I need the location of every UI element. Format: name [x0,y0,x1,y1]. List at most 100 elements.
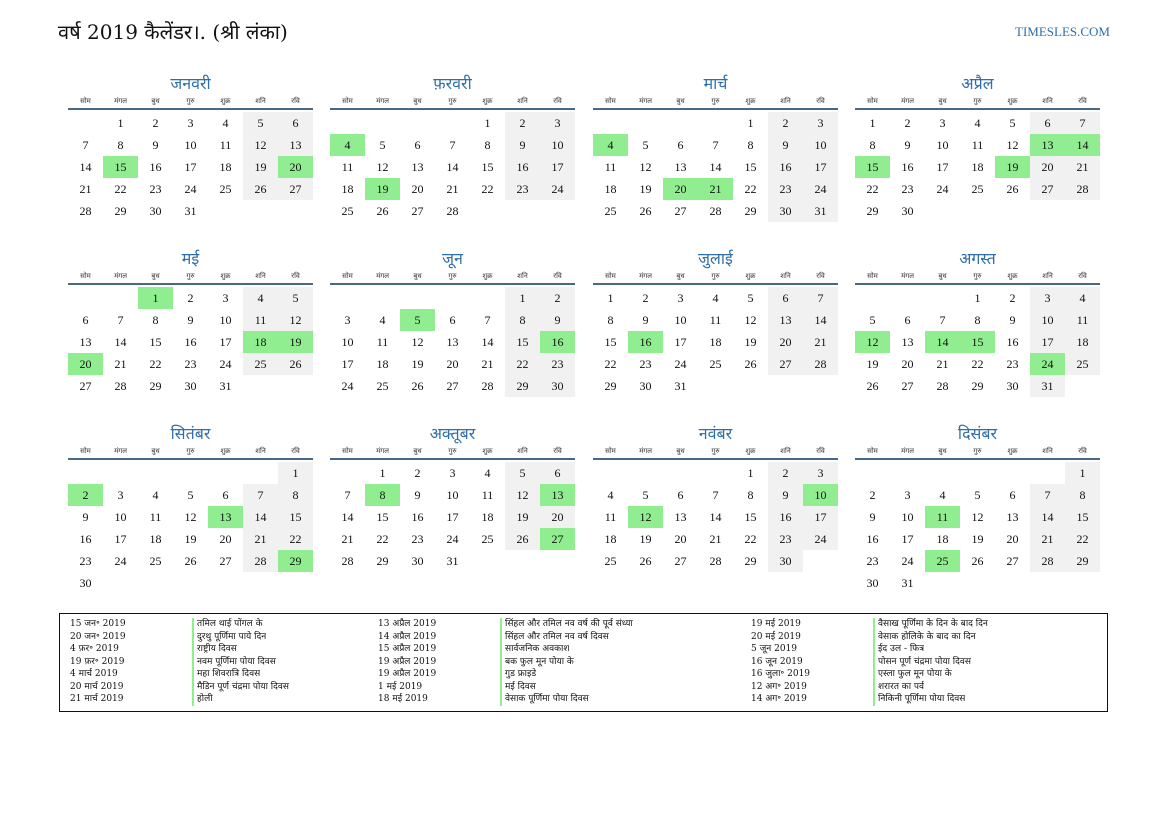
day-cell: 4 [712,291,719,305]
empty-cell [400,112,435,134]
weekday-label: बुध [413,447,422,455]
weekday-label: शुक्र [1007,447,1018,455]
legend-row: 14 अग॰ 2019 निकिनी पूर्णिमा पोया दिवस [751,693,988,706]
day-cell: 10 [446,488,459,502]
site-link[interactable]: TIMESLES.COM [1015,24,1110,39]
day-cell: 13 [278,134,313,156]
month-calendar: फ़रवरी सोम मंगल बुध गुरु शुक्र शनि रवि 1 2 3 4 5 6 7 8 9… [330,73,575,222]
day-cell: 4 [243,287,278,309]
day-cell: 23 [768,528,803,550]
day-cell: 28 [79,204,92,218]
day-cell: 16 [411,510,424,524]
day-cell: 29 [278,550,313,572]
holiday-date: 16 जून 2019 [751,656,803,667]
weekday-label: मंगल [376,447,389,455]
day-cell: 12 [505,484,540,506]
day-cell: 10 [803,134,838,156]
month-calendar: अप्रैल सोम मंगल बुध गुरु शुक्र शनि रवि 1 2 3 4 5 6 7 8 9… [855,73,1100,222]
day-cell: 16 [149,160,162,174]
empty-cell [663,112,698,134]
day-cell: 15 [855,156,890,178]
weekday-label: बुध [413,272,422,280]
legend-column-3: 19 मई 2019 वैसाख पूर्णिमा के दिन के बाद द… [751,618,988,706]
day-cell: 21 [1065,156,1100,178]
day-grid: 1 2 3 4 5 6 7 8 9 10 11 12 13 14 15 16 17 18 19 20 21 22 23 24 2… [593,112,838,222]
weekday-label: बुध [413,97,422,105]
day-cell: 27 [219,554,232,568]
holiday-date: 19 अप्रैल 2019 [378,656,437,667]
day-cell: 15 [960,331,995,353]
day-cell: 25 [604,204,617,218]
day-cell: 28 [1030,550,1065,572]
day-cell: 14 [1065,134,1100,156]
weekday-label: बुध [938,447,947,455]
weekday-label: गुरु [711,272,720,280]
weekday-label: गुरु [448,447,457,455]
day-cell: 8 [1065,484,1100,506]
empty-cell [330,462,365,484]
day-cell: 6 [768,287,803,309]
empty-cell [330,287,365,309]
weekday-label: गुरु [448,97,457,105]
day-cell: 28 [709,554,722,568]
day-cell: 31 [901,576,914,590]
weekday-label: रवि [553,272,562,280]
holiday-date: 19 फ़र॰ 2019 [70,656,125,667]
legend-row: 16 जुला॰ 2019 एस्ला फुल मून पोया के [751,668,988,681]
day-cell: 5 [243,112,278,134]
day-cell: 21 [936,357,949,371]
day-cell: 29 [505,375,540,397]
holiday-name: मैडिन पूर्ण चंद्रमा पोया दिवस [192,680,289,693]
day-cell: 18 [936,532,949,546]
empty-cell [698,112,733,134]
day-cell: 20 [674,532,687,546]
day-cell: 9 [414,488,421,502]
day-cell: 30 [79,576,92,590]
day-cell: 3 [677,291,684,305]
empty-cell [960,200,995,222]
empty-cell [1030,572,1065,594]
day-cell: 5 [1009,116,1016,130]
weekday-label: गुरु [711,447,720,455]
weekday-label: शुक्र [220,272,231,280]
day-grid: 1 2 3 4 5 6 7 8 9 10 11 12 13 14 15 16 17 18 19 20 21 22 23 24 2… [593,287,838,397]
day-cell: 17 [446,510,459,524]
holiday-name: मई दिवस [500,680,536,693]
day-cell: 24 [540,178,575,200]
month-name: फ़रवरी [433,74,472,93]
weekday-header: सोम मंगल बुध गुरु शुक्र शनि रवि [855,95,1100,110]
weekday-label: शुक्र [482,447,493,455]
day-grid: 1 2 3 4 5 6 7 8 9 10 11 12 13 14 15 16 17 18 19 20 21 22 23 24 2… [855,287,1100,397]
day-cell: 7 [484,313,491,327]
day-cell: 16 [1006,335,1019,349]
weekday-label: बुध [676,272,685,280]
empty-cell [925,200,960,222]
day-cell: 21 [481,357,494,371]
day-cell: 6 [278,112,313,134]
day-grid: 1 2 3 4 5 6 7 8 9 10 11 12 13 14 15 16 17 18 19 20 21 22 23 24 2… [68,287,313,397]
holiday-name: सिंहल और तमिल नव वर्ष की पूर्व संध्या [500,618,633,631]
day-cell: 6 [677,488,684,502]
day-cell: 26 [278,353,313,375]
day-cell: 12 [1006,138,1019,152]
day-cell: 20 [901,357,914,371]
legend-row: 1 मई 2019 मई दिवस [378,680,633,693]
day-cell: 6 [1009,488,1016,502]
day-cell: 25 [376,379,389,393]
holiday-date: 14 अप्रैल 2019 [378,631,437,642]
day-cell: 14 [79,160,92,174]
weekday-label: शुक्र [482,97,493,105]
day-cell: 3 [803,112,838,134]
weekday-label: गुरु [186,97,195,105]
day-cell: 6 [540,462,575,484]
day-cell: 24 [446,532,459,546]
day-cell: 13 [1030,134,1065,156]
day-cell: 9 [505,134,540,156]
day-cell: 25 [709,357,722,371]
day-cell: 3 [344,313,351,327]
day-cell: 17 [1030,331,1065,353]
day-grid: 1 2 3 4 5 6 7 8 9 10 11 12 13 14 15 16 17 18 19 20 21 22 23 24 2… [330,287,575,397]
day-cell: 9 [540,309,575,331]
day-cell: 24 [803,178,838,200]
empty-cell [103,462,138,484]
